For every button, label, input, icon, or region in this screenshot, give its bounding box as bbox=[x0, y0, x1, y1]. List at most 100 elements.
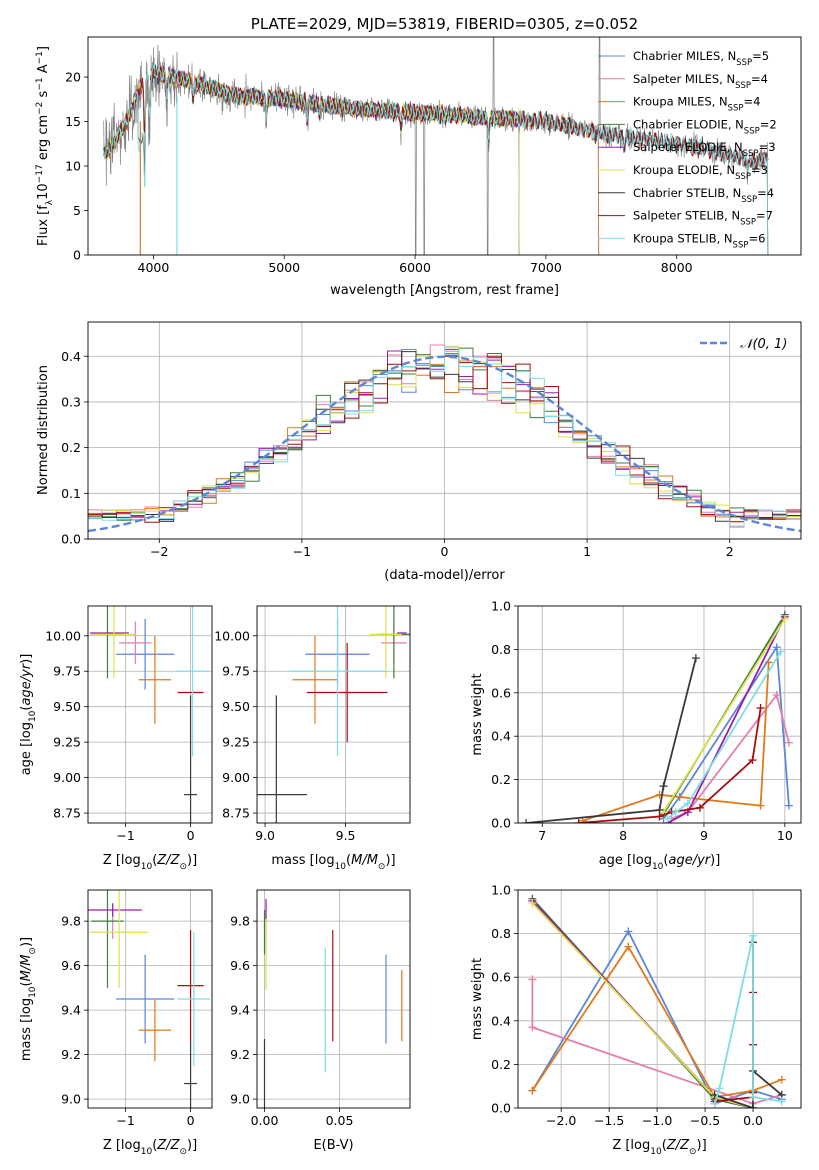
weight-marker bbox=[772, 643, 781, 652]
weight-marker bbox=[624, 927, 633, 936]
x-tick-label: −2.0 bbox=[546, 1113, 576, 1128]
y-tick-label: 9.25 bbox=[53, 735, 81, 750]
errorbar-kroupa-elodie bbox=[369, 606, 402, 679]
y-tick-label: 0.1 bbox=[61, 486, 81, 501]
x-tick-label: 7000 bbox=[530, 260, 562, 275]
weight-line-kroupa-miles bbox=[582, 662, 770, 822]
massweight-vs-age-panel: 7 8 9 10 0.0 0.2 0.4 0.6 0.8 1.0 age [log10(age/yr… bbox=[470, 599, 802, 872]
weight-marker bbox=[671, 808, 680, 817]
weight-line-chabrier-miles bbox=[662, 644, 790, 820]
x-tick-label: −1 bbox=[116, 1113, 134, 1128]
y-axis-label: Flux [fλ10−17 erg cm−2 s−1 A−1] bbox=[35, 46, 55, 246]
model-spectrum-kroupa-miles bbox=[103, 65, 600, 255]
y-axis-label: mass [log10(M/M⊙)] bbox=[19, 937, 38, 1061]
x-tick-label: 1 bbox=[583, 544, 591, 559]
x-tick-label: −0.5 bbox=[690, 1113, 720, 1128]
x-tick-label: −1 bbox=[293, 544, 311, 559]
y-tick-label: 0.6 bbox=[491, 685, 511, 700]
x-tick-label: 7 bbox=[538, 828, 546, 843]
y-tick-label: 8.75 bbox=[53, 806, 81, 821]
model-spectrum-salpeter-miles bbox=[103, 66, 600, 255]
weight-marker bbox=[691, 654, 700, 663]
weight-marker bbox=[772, 690, 781, 699]
x-axis-label: (data-model)/error bbox=[384, 568, 505, 583]
axes-frame bbox=[87, 889, 213, 1109]
errorbar-kroupa-miles bbox=[292, 635, 338, 724]
weight-marker bbox=[528, 1023, 537, 1032]
axes-frame bbox=[87, 321, 802, 540]
errorbar-kroupa-miles bbox=[138, 635, 172, 724]
legend-entry: Chabrier ELODIE, NSSP=2 bbox=[633, 117, 777, 136]
y-axis-label: mass weight bbox=[470, 958, 485, 1040]
y-tick-label: 9.8 bbox=[61, 914, 81, 929]
weight-marker bbox=[749, 931, 758, 940]
mass-vs-ebv-plot-area bbox=[263, 898, 403, 1108]
massweight-vs-z-plot-area bbox=[528, 894, 786, 1108]
y-tick-label: 0.0 bbox=[61, 532, 81, 547]
normal-curve bbox=[88, 355, 801, 533]
weight-marker bbox=[748, 756, 757, 765]
x-tick-label: −1.5 bbox=[594, 1113, 624, 1128]
weight-marker bbox=[715, 1084, 724, 1093]
errorbar-chabrier-stelib bbox=[257, 695, 307, 823]
weight-marker bbox=[695, 803, 704, 812]
x-tick-label: 0.00 bbox=[251, 1113, 279, 1128]
x-axis-label: age [log10(age/yr)] bbox=[599, 853, 721, 872]
spectrum-legend: Chabrier MILES, NSSP=5 Salpeter MILES, NS… bbox=[598, 49, 777, 250]
y-tick-label: 9.75 bbox=[53, 664, 81, 679]
errorbar-salpeter-elodie bbox=[88, 903, 142, 917]
x-tick-label: 0 bbox=[187, 828, 195, 843]
axes-frame bbox=[517, 605, 802, 824]
spectrum-plot-area bbox=[103, 37, 769, 255]
axes-frame bbox=[87, 605, 213, 824]
y-tick-label: 10 bbox=[65, 159, 81, 174]
errorbar-chabrier-elodie bbox=[91, 890, 124, 988]
age-vs-z-plot-area bbox=[89, 606, 209, 823]
weight-line-salpeter-elodie bbox=[531, 900, 754, 1108]
model-spectrum-chabrier-miles bbox=[103, 65, 600, 255]
weight-marker bbox=[710, 1099, 719, 1108]
errorbar-kroupa-elodie bbox=[91, 606, 137, 679]
weight-marker bbox=[574, 819, 583, 823]
x-tick-label: 4000 bbox=[138, 260, 170, 275]
x-axis-label: Z [log10(Z/Z⊙)] bbox=[103, 1138, 197, 1157]
x-tick-label: 5000 bbox=[268, 260, 300, 275]
y-tick-label: 10.00 bbox=[214, 628, 250, 643]
x-tick-label: 8000 bbox=[661, 260, 693, 275]
weight-marker bbox=[663, 814, 672, 823]
x-tick-label: 0 bbox=[441, 544, 449, 559]
axes-frame bbox=[256, 605, 411, 824]
y-tick-label: 9.0 bbox=[61, 1092, 81, 1107]
spectrum-panel: 4000 5000 6000 7000 8000 0 5 10 15 20 wavelength [… bbox=[35, 36, 802, 298]
y-tick-label: 0.3 bbox=[61, 394, 81, 409]
weight-line-chabrier-elodie bbox=[531, 898, 754, 1108]
x-tick-label: 10 bbox=[777, 828, 793, 843]
mass-vs-z-plot-area bbox=[88, 890, 211, 1108]
massweight-vs-age-plot-area bbox=[522, 610, 793, 823]
y-tick-label: 9.50 bbox=[53, 699, 81, 714]
legend-entry: Kroupa ELODIE, NSSP=3 bbox=[633, 163, 768, 182]
x-tick-label: 9.5 bbox=[336, 828, 356, 843]
weight-marker bbox=[528, 1086, 537, 1095]
legend-entry: Kroupa STELIB, NSSP=6 bbox=[633, 231, 765, 250]
y-tick-label: 0.2 bbox=[61, 440, 81, 455]
mass-vs-ebv-panel: 0.00 0.05 9.0 9.2 9.4 9.6 9.8 E(B-V) bbox=[230, 889, 411, 1153]
histogram-kroupa-stelib bbox=[88, 346, 801, 527]
legend-entry: Salpeter MILES, NSSP=4 bbox=[633, 72, 768, 91]
y-tick-label: 9.50 bbox=[222, 699, 250, 714]
weight-marker bbox=[528, 975, 537, 984]
weight-marker bbox=[780, 615, 789, 624]
mass-vs-z-panel: −1 0 9.0 9.2 9.4 9.6 9.8 Z [log10(Z/Z⊙)] mass [l… bbox=[19, 889, 213, 1157]
figure-title: PLATE=2029, MJD=53819, FIBERID=0305, z=0… bbox=[251, 15, 638, 33]
x-tick-label: 9.0 bbox=[255, 828, 275, 843]
x-tick-label: 0 bbox=[187, 1113, 195, 1128]
y-axis-label: age [log10(age/yr)] bbox=[19, 654, 38, 776]
axes-frame bbox=[87, 36, 802, 256]
weight-marker bbox=[683, 799, 692, 808]
y-tick-label: 10.00 bbox=[45, 628, 81, 643]
y-tick-label: 1.0 bbox=[491, 599, 511, 614]
weight-marker bbox=[777, 1075, 786, 1084]
weight-marker bbox=[777, 1097, 786, 1106]
y-tick-label: 9.2 bbox=[61, 1047, 81, 1062]
